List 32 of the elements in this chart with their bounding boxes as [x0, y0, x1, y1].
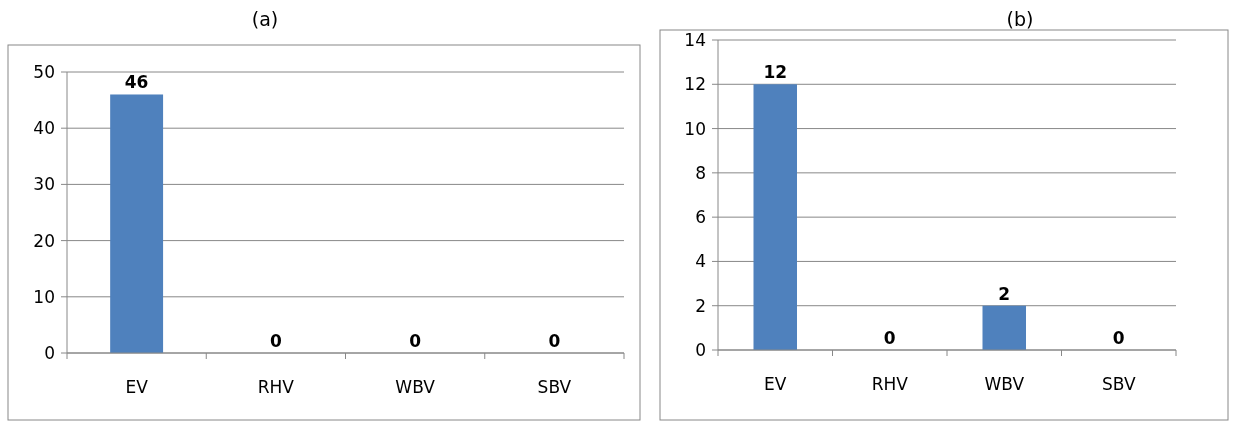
x-tick-label: WBV — [395, 377, 436, 397]
data-label: 0 — [548, 331, 561, 351]
y-tick-label: 50 — [33, 61, 55, 82]
x-tick-label: EV — [125, 377, 149, 397]
x-tick-label: SBV — [1101, 374, 1136, 394]
y-tick-label: 10 — [684, 118, 706, 139]
data-label: 46 — [124, 72, 149, 93]
y-tick-label: 10 — [33, 286, 55, 307]
data-label: 0 — [409, 331, 422, 351]
y-tick-label: 30 — [33, 174, 55, 195]
data-label: 0 — [269, 331, 282, 351]
y-tick-label: 4 — [695, 251, 706, 272]
chart-title: (a) — [251, 8, 279, 30]
x-tick-label: WBV — [984, 374, 1025, 394]
x-tick-label: RHV — [871, 374, 909, 394]
data-label: 0 — [883, 328, 896, 348]
data-label: 2 — [998, 283, 1011, 304]
x-tick-label: SBV — [537, 377, 572, 397]
y-tick-label: 14 — [684, 29, 706, 50]
y-tick-label: 40 — [33, 118, 55, 139]
y-tick-label: 20 — [33, 230, 55, 251]
data-label: 0 — [1112, 328, 1125, 348]
x-tick-label: RHV — [257, 377, 295, 397]
x-tick-label: EV — [764, 374, 787, 394]
y-tick-label: 6 — [695, 207, 706, 228]
y-tick-label: 0 — [44, 342, 55, 363]
data-label: 12 — [763, 62, 788, 83]
y-tick-label: 2 — [695, 295, 706, 316]
chart-title: (b) — [1006, 8, 1034, 30]
y-tick-label: 0 — [695, 339, 706, 360]
y-tick-label: 12 — [684, 74, 706, 95]
y-tick-label: 8 — [695, 162, 706, 183]
